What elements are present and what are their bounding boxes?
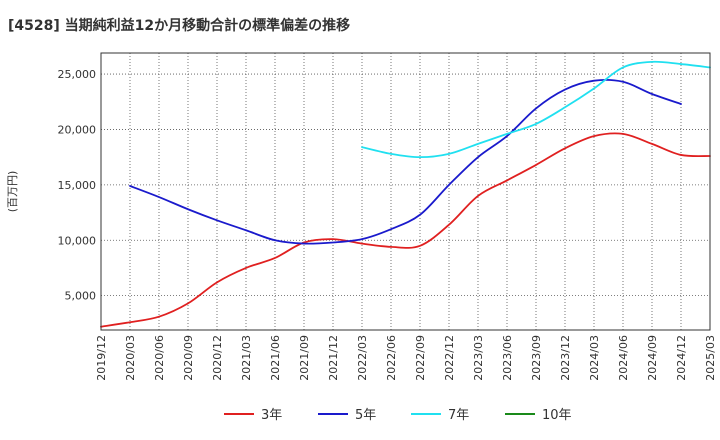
x-tick-label: 2021/03 xyxy=(240,335,253,381)
x-tick-label: 2020/12 xyxy=(211,335,224,381)
x-tick-label: 2024/03 xyxy=(588,335,601,381)
y-tick-label: 10,000 xyxy=(58,234,97,247)
chart-title: [4528] 当期純利益12か月移動合計の標準偏差の推移 xyxy=(8,17,350,34)
x-tick-label: 2022/12 xyxy=(443,335,456,381)
legend-label: 5年 xyxy=(355,408,376,423)
x-tick-label: 2024/06 xyxy=(617,335,630,381)
y-tick-label: 15,000 xyxy=(58,179,97,192)
legend-label: 10年 xyxy=(542,408,572,423)
x-tick-label: 2022/09 xyxy=(414,335,427,381)
x-axis-ticks: 2019/12 2020/03 2020/06 2020/09 2020/12 2021/… xyxy=(95,335,717,381)
x-tick-label: 2021/06 xyxy=(269,335,282,381)
x-tick-label: 2023/06 xyxy=(501,335,514,381)
x-tick-label: 2020/06 xyxy=(153,335,166,381)
series-lines xyxy=(100,60,711,328)
legend-label: 7年 xyxy=(448,408,469,423)
legend-label: 3年 xyxy=(261,408,282,423)
x-tick-label: 2024/12 xyxy=(675,335,688,381)
series-line xyxy=(361,60,711,159)
x-tick-label: 2020/09 xyxy=(182,335,195,381)
series-line xyxy=(129,78,682,245)
x-tick-label: 2024/09 xyxy=(646,335,659,381)
x-tick-label: 2023/03 xyxy=(472,335,485,381)
x-tick-label: 2019/12 xyxy=(95,335,108,381)
x-tick-label: 2021/09 xyxy=(298,335,311,381)
x-tick-label: 2025/03 xyxy=(704,335,717,381)
x-tick-label: 2021/12 xyxy=(327,335,340,381)
x-tick-label: 2022/06 xyxy=(385,335,398,381)
y-tick-label: 25,000 xyxy=(58,68,97,81)
y-axis-label: (百万円) xyxy=(6,171,19,213)
x-tick-label: 2020/03 xyxy=(124,335,137,381)
y-tick-label: 5,000 xyxy=(65,290,97,303)
series-line xyxy=(100,132,711,328)
x-tick-label: 2023/12 xyxy=(559,335,572,381)
grid xyxy=(101,53,710,330)
x-tick-label: 2023/09 xyxy=(530,335,543,381)
legend: 3年 5年 7年 10年 xyxy=(224,408,572,423)
x-tick-label: 2022/03 xyxy=(356,335,369,381)
y-tick-label: 20,000 xyxy=(58,123,97,136)
plot-area xyxy=(100,52,711,331)
y-axis-ticks: 5,000 10,000 15,000 20,000 25,000 xyxy=(58,68,97,303)
